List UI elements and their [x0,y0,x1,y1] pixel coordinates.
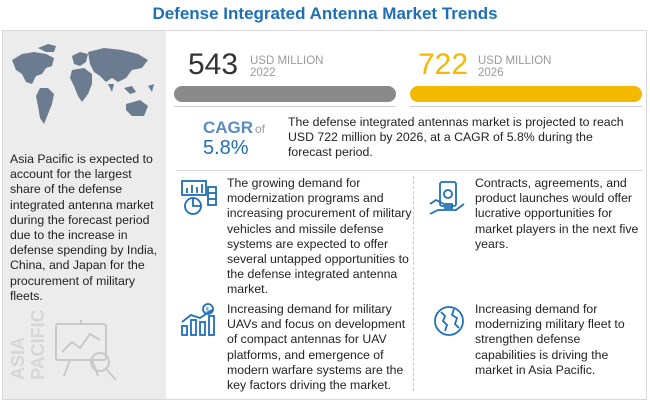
bar-baseline-2026 [410,106,642,107]
section-divider [176,170,642,171]
bar-baseline-2022 [174,106,396,107]
region-label-line2: PACIFIC [28,309,48,380]
analytics-board-icon [55,320,117,381]
world-map-icon [12,44,154,124]
stat-value-2026: 722 [418,48,469,81]
bar-2022 [174,86,396,102]
stat-year-2022: 2022 [250,67,276,79]
region-description: Asia Pacific is expected to account for … [10,152,157,303]
stat-value-2022: 543 [188,48,239,81]
region-label: ASIA PACIFIC [8,309,48,380]
globe-icon [434,306,464,336]
stat-unit-2026: USD MILLION [478,55,552,67]
svg-text:$: $ [206,306,210,314]
cagr-of: of [255,122,266,136]
cagr-value: 5.8% [203,137,249,159]
cagr-description: The defense integrated antennas market i… [288,115,624,160]
trend-text-1: The growing demand for modernization pro… [227,176,412,297]
region-label-line1: ASIA [8,336,28,380]
money-hand-icon [429,181,465,215]
chart-analysis-icon [181,180,217,215]
bar-2026 [410,86,642,102]
column-divider [413,176,414,391]
trend-text-2: Contracts, agreements, and product launc… [475,176,639,251]
growth-bar-chart-icon: $ [181,303,215,336]
trend-text-4: Increasing demand for modernizing milita… [475,302,625,377]
cagr-label: CAGR [203,118,254,137]
stat-year-2026: 2026 [478,67,504,79]
content-frame [2,30,647,400]
stat-unit-2022: USD MILLION [250,55,324,67]
page-title: Defense Integrated Antenna Market Trends [152,4,498,23]
trend-text-3: Increasing demand for military UAVs and … [227,302,406,393]
